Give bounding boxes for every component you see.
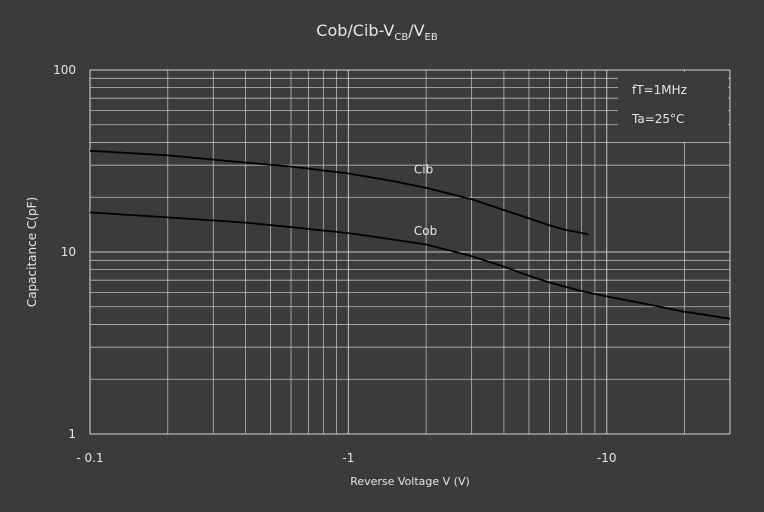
y-tick-label: 10 bbox=[61, 245, 76, 259]
chart-title-sub1: CB bbox=[394, 32, 408, 43]
chart-title-sub2: EB bbox=[425, 32, 438, 43]
series-line-cib bbox=[89, 149, 589, 236]
annotation-ft: fT=1MHz bbox=[632, 83, 687, 97]
series-label-cib: Cib bbox=[414, 163, 433, 177]
plot-frame bbox=[89, 69, 731, 435]
y-tick-label: 1 bbox=[68, 427, 76, 441]
annotation-ta: Ta=25°C bbox=[631, 112, 684, 126]
y-axis-label: Capacitance C(pF) bbox=[25, 197, 39, 307]
series-label-cob: Cob bbox=[414, 224, 437, 238]
chart-title-main: Cob/Cib-V bbox=[316, 21, 394, 40]
y-tick-label: 100 bbox=[53, 63, 76, 77]
x-tick-label: -1 bbox=[342, 451, 354, 465]
chart-title-mid: /V bbox=[408, 21, 424, 40]
series-layer: Cib Cob bbox=[89, 149, 731, 320]
series-line-cob bbox=[89, 211, 731, 320]
annotation-box bbox=[618, 72, 728, 142]
tick-labels: - 0.1 -1 -10 100 10 1 bbox=[53, 63, 616, 465]
x-axis-label: Reverse Voltage V (V) bbox=[350, 475, 470, 488]
x-tick-label: -10 bbox=[597, 451, 617, 465]
x-tick-label: - 0.1 bbox=[76, 451, 103, 465]
chart-title: Cob/Cib-VCB/VEB bbox=[316, 21, 438, 43]
